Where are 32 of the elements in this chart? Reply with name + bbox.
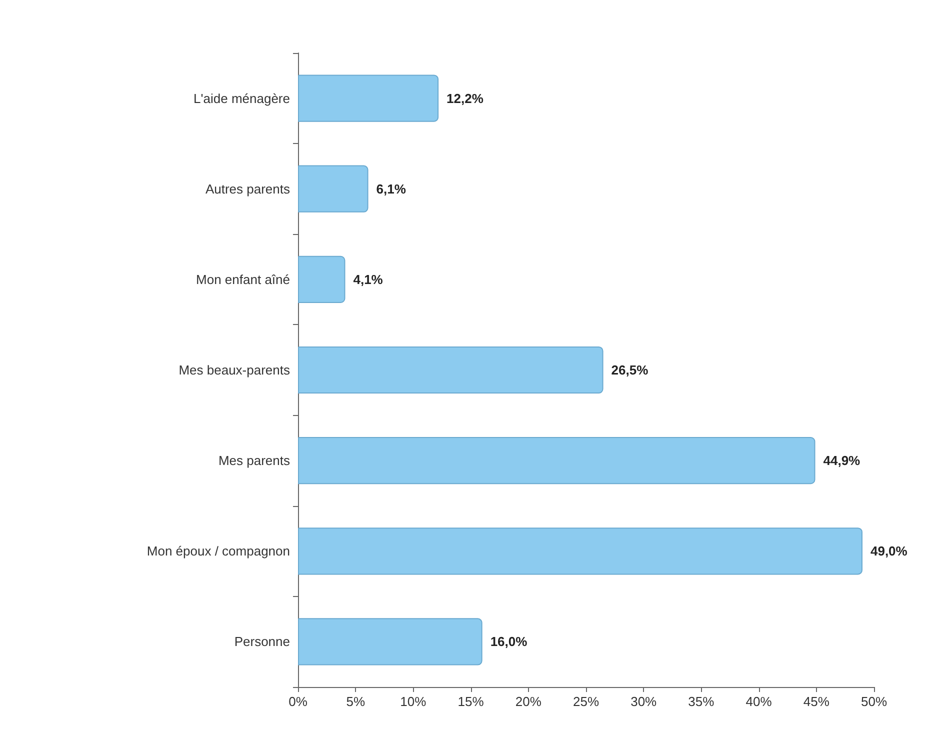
bar — [298, 437, 816, 484]
data-label: 4,1% — [353, 272, 384, 287]
x-tick-label: 5% — [346, 694, 366, 709]
data-label: 44,9% — [823, 453, 861, 468]
x-tick-label: 15% — [458, 694, 484, 709]
bar — [298, 528, 862, 575]
x-tick-label: 35% — [688, 694, 715, 709]
x-tick-label: 20% — [515, 694, 542, 709]
y-tick-label: Mon époux / compagnon — [146, 544, 290, 559]
data-label: 49,0% — [870, 544, 908, 559]
y-tick-label: Personne — [234, 634, 290, 650]
x-tick-label: 45% — [803, 694, 830, 709]
x-tick-label: 40% — [746, 694, 772, 709]
y-tick-label: Autres parents — [205, 181, 290, 196]
data-label: 6,1% — [376, 181, 406, 196]
bar — [298, 74, 439, 122]
bar — [298, 346, 604, 394]
x-tick-label: 10% — [400, 694, 427, 709]
y-tick-label: L'aide ménagère — [194, 90, 290, 106]
x-tick-label: 0% — [288, 694, 308, 709]
bar — [298, 618, 482, 666]
y-tick-label: Mes parents — [218, 453, 290, 468]
y-tick-label: Mon enfant aîné — [196, 272, 290, 287]
x-tick-label: 25% — [572, 694, 600, 709]
x-tick-label: 30% — [630, 694, 658, 709]
data-label: 12,2% — [446, 90, 484, 106]
bar — [298, 165, 368, 212]
data-label: 16,0% — [490, 634, 528, 650]
data-label: 26,5% — [611, 362, 649, 378]
x-tick-label: 50% — [860, 694, 888, 709]
bar — [298, 256, 346, 303]
y-tick-label: Mes beaux-parents — [178, 362, 290, 378]
